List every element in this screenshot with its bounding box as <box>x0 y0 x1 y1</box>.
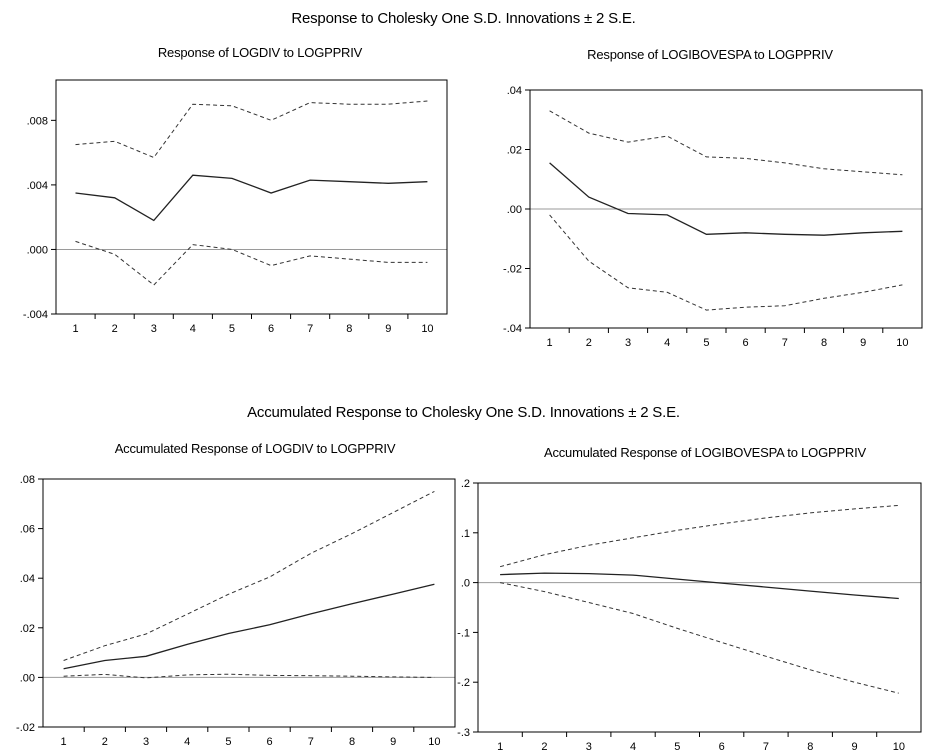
upper-band-line <box>549 110 903 176</box>
x-tick-label: 1 <box>72 323 78 335</box>
y-tick-label: .06 <box>20 524 35 536</box>
y-tick-label: .00 <box>20 672 35 684</box>
x-tick-label: 10 <box>428 736 440 748</box>
x-tick-label: 3 <box>143 736 149 748</box>
response-line <box>500 572 899 600</box>
y-tick-label: .1 <box>461 528 470 540</box>
x-tick-label: 9 <box>390 736 396 748</box>
upper-band-line <box>63 490 435 661</box>
x-tick-label: 5 <box>225 736 231 748</box>
y-tick-label: -.2 <box>457 677 470 689</box>
upper-band-line <box>499 504 899 568</box>
response-line <box>75 174 428 222</box>
x-tick-label: 4 <box>190 323 196 335</box>
x-tick-label: 2 <box>586 337 592 349</box>
x-tick-label: 6 <box>268 323 274 335</box>
figure-title-top: Response to Cholesky One S.D. Innovation… <box>291 10 636 27</box>
x-tick-label: 9 <box>385 323 391 335</box>
x-tick-label: 6 <box>267 736 273 748</box>
x-tick-label: 8 <box>349 736 355 748</box>
y-tick-label: -.04 <box>503 323 522 335</box>
y-tick-label: .00 <box>507 204 522 216</box>
y-tick-label: .02 <box>20 623 35 635</box>
x-tick-label: 5 <box>229 323 235 335</box>
x-tick-label: 10 <box>893 741 905 750</box>
y-tick-label: .2 <box>461 478 470 490</box>
y-tick-label: -.004 <box>23 309 48 321</box>
response-line <box>549 162 903 236</box>
panel-title-4: Accumulated Response of LOGIBOVESPA to L… <box>543 445 867 460</box>
x-tick-label: 1 <box>497 741 503 750</box>
x-tick-label: 3 <box>625 337 631 349</box>
figure-title-bottom: Accumulated Response to Cholesky One S.D… <box>247 404 680 421</box>
y-tick-label: -.02 <box>16 722 35 734</box>
lower-band-line <box>500 582 899 694</box>
x-tick-label: 7 <box>763 741 769 750</box>
lower-band-line <box>75 240 428 286</box>
y-tick-label: .04 <box>507 85 522 97</box>
panel-title-3: Accumulated Response of LOGDIV to LOGPPR… <box>114 441 396 456</box>
y-tick-label: .004 <box>27 180 48 192</box>
y-tick-label: .04 <box>20 573 35 585</box>
plot-frame <box>477 482 922 733</box>
x-tick-label: 2 <box>541 741 547 750</box>
x-tick-label: 10 <box>421 323 433 335</box>
x-tick-label: 7 <box>308 736 314 748</box>
x-tick-label: 2 <box>102 736 108 748</box>
x-tick-label: 1 <box>61 736 67 748</box>
x-tick-label: 4 <box>184 736 190 748</box>
y-tick-label: -.1 <box>457 627 470 639</box>
x-tick-label: 5 <box>703 337 709 349</box>
x-tick-label: 7 <box>307 323 313 335</box>
upper-band-line <box>75 100 428 159</box>
x-tick-label: 8 <box>821 337 827 349</box>
x-tick-label: 4 <box>630 741 636 750</box>
x-tick-label: 8 <box>346 323 352 335</box>
x-tick-label: 5 <box>674 741 680 750</box>
x-tick-label: 8 <box>807 741 813 750</box>
panel-title-1: Response of LOGDIV to LOGPPRIV <box>157 45 363 60</box>
x-tick-label: 2 <box>112 323 118 335</box>
lower-band-line <box>63 673 435 679</box>
y-tick-label: .0 <box>461 578 470 590</box>
response-line <box>63 583 435 670</box>
x-tick-label: 4 <box>664 337 670 349</box>
lower-band-line <box>549 214 903 311</box>
x-tick-label: 9 <box>851 741 857 750</box>
y-tick-label: .02 <box>507 145 522 157</box>
y-tick-label: -.3 <box>457 727 470 739</box>
x-tick-label: 1 <box>547 337 553 349</box>
x-tick-label: 7 <box>782 337 788 349</box>
panel-title-2: Response of LOGIBOVESPA to LOGPPRIV <box>587 47 833 62</box>
y-tick-label: -.02 <box>503 264 522 276</box>
x-tick-label: 10 <box>896 337 908 349</box>
y-tick-label: .000 <box>27 244 48 256</box>
y-tick-label: .008 <box>27 115 48 127</box>
x-tick-label: 3 <box>151 323 157 335</box>
x-tick-label: 9 <box>860 337 866 349</box>
x-tick-label: 6 <box>719 741 725 750</box>
y-tick-label: .08 <box>20 474 35 486</box>
x-tick-label: 3 <box>586 741 592 750</box>
x-tick-label: 6 <box>743 337 749 349</box>
